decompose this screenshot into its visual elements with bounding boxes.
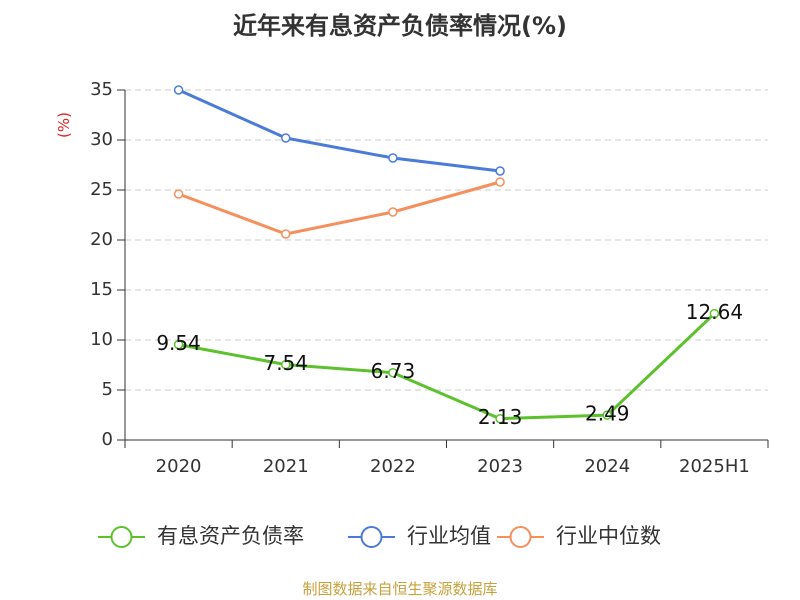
legend-marker-icon <box>497 526 544 548</box>
x-tick-label: 2023 <box>477 456 523 477</box>
legend-item-interest-bearing-debt-ratio[interactable]: 有息资产负债率 <box>98 524 304 548</box>
x-tick-label: 2025H1 <box>679 456 750 477</box>
data-point-interest-bearing-debt-ratio <box>388 367 398 378</box>
legend-marker-icon <box>98 526 145 548</box>
x-tick-label: 2024 <box>584 456 630 477</box>
legend-marker-icon <box>348 526 395 548</box>
series-line-industry-average <box>177 88 501 173</box>
data-point-industry-median <box>281 229 291 239</box>
data-label: 2.13 <box>478 405 523 429</box>
data-point-industry-average <box>173 85 184 95</box>
legend-item-industry-average[interactable]: 行业均值 <box>348 524 491 548</box>
legend-circle <box>509 526 532 548</box>
y-tick-label: 35 <box>90 79 113 100</box>
legend-item-industry-median[interactable]: 行业中位数 <box>497 524 661 548</box>
data-label: 12.64 <box>686 300 743 324</box>
data-point-interest-bearing-debt-ratio <box>602 410 612 420</box>
x-tick-label: 2021 <box>263 456 309 477</box>
x-tick-label: 2020 <box>156 456 202 477</box>
x-tick-label: 2022 <box>370 456 416 477</box>
data-point-industry-average <box>495 166 505 176</box>
y-tick-label: 20 <box>90 229 113 250</box>
legend-label: 有息资产负债率 <box>157 524 304 548</box>
legend-circle <box>110 526 133 548</box>
y-tick-label: 0 <box>102 429 113 450</box>
data-point-industry-median <box>388 207 398 217</box>
y-tick-label: 15 <box>90 279 113 300</box>
y-tick-label: 10 <box>90 329 113 350</box>
data-point-interest-bearing-debt-ratio <box>173 339 184 350</box>
data-label: 2.49 <box>585 402 630 426</box>
data-point-industry-median <box>173 189 184 199</box>
legend-label: 行业中位数 <box>556 524 661 548</box>
data-label: 7.54 <box>263 351 308 375</box>
data-label: 6.73 <box>371 359 416 383</box>
data-point-interest-bearing-debt-ratio <box>281 359 291 370</box>
legend-circle <box>360 526 383 548</box>
y-tick-label: 25 <box>90 179 113 200</box>
data-point-industry-average <box>281 133 291 143</box>
y-tick-label: 30 <box>90 129 113 150</box>
y-tick-label: 5 <box>102 379 113 400</box>
legend-label: 行业均值 <box>407 524 491 548</box>
source-note: 制图数据来自恒生聚源数据库 <box>302 580 498 598</box>
data-point-industry-median <box>495 177 505 187</box>
data-point-industry-average <box>388 153 398 163</box>
chart-title: 近年来有息资产负债率情况(%) <box>233 12 567 40</box>
series-line-industry-median <box>178 180 501 236</box>
data-point-interest-bearing-debt-ratio <box>709 308 720 319</box>
data-point-interest-bearing-debt-ratio <box>495 413 505 424</box>
data-label: 9.54 <box>156 331 201 355</box>
series-line-interest-bearing-debt-ratio <box>178 312 716 421</box>
